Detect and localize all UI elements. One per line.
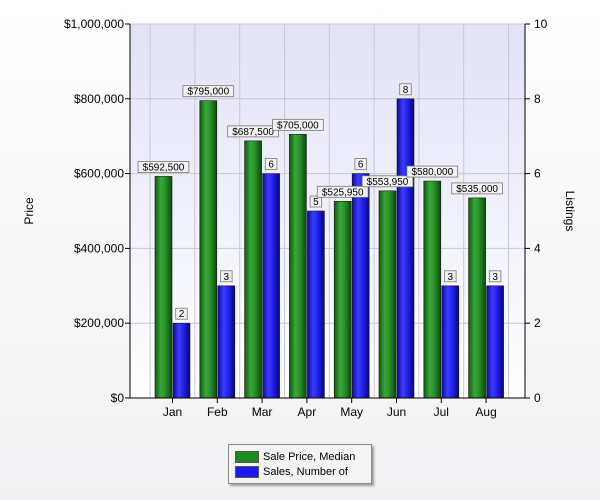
bar-sales [441,285,460,399]
y-tick-label: $800,000 [74,92,124,106]
gridlines [130,23,525,398]
bar-price [289,134,307,399]
data-label-box [406,165,459,178]
data-label-sales: 2 [175,307,188,320]
data-label-price: $592,500 [137,161,190,173]
data-label-sales: 8 [399,83,412,96]
bar-price [423,180,442,399]
y2-tick-label: 8 [534,92,541,106]
legend-label-sales: Sales, Number of [263,465,348,478]
bar-price [378,190,397,399]
data-label-sales: 6 [264,158,278,171]
data-label-box [272,118,324,131]
data-label-price: $687,500 [227,125,279,138]
data-label-sales: 3 [220,270,233,283]
data-label-box [137,161,190,173]
data-label-box [399,83,412,96]
y2-axis-title: Listings [563,191,577,232]
data-label-box [220,270,233,283]
data-label-text: 3 [492,272,498,283]
x-axis-ticks: Jan Feb Mar Apr May Jun Jul Aug [163,398,497,419]
y-tick-label: $1,000,000 [64,17,124,31]
data-label-price: $535,000 [451,182,503,195]
data-label-box [354,158,367,171]
data-label-text: $705,000 [277,120,319,131]
bar-sales [262,173,280,399]
x-tick-label: Jun [387,405,406,419]
bar-price [468,197,486,399]
data-label-sales: 6 [354,158,367,171]
data-label-text: $553,950 [367,177,409,188]
legend-label-price: Sale Price, Median [263,450,356,463]
data-label-text: $795,000 [187,87,229,98]
y-axis-title: Price [22,197,36,225]
y2-tick-label: 4 [534,241,541,255]
data-label-sales: 5 [309,195,323,208]
data-label-price: $580,000 [406,165,459,178]
y-tick-label: $600,000 [74,167,124,181]
data-label-text: 8 [403,85,409,96]
data-label-text: 6 [358,160,364,171]
data-label-box [182,85,235,98]
data-label-price: $553,950 [361,175,414,188]
data-label-price: $795,000 [182,85,235,98]
x-tick-label: Jan [163,405,182,419]
x-tick-label: Feb [207,405,228,419]
data-label-box [309,195,323,208]
data-label-box [175,307,188,320]
x-tick-label: May [340,405,363,419]
legend-swatch-price [235,450,259,463]
data-label-text: $580,000 [411,167,453,178]
data-label-text: 3 [448,272,454,283]
left-axis-ticks: $0 $200,000 $400,000 $600,000 $800,000 $1,000… [64,17,130,405]
data-label-sales: 3 [444,270,457,283]
legend-swatch-sales [235,465,259,478]
y2-tick-label: 2 [534,316,541,330]
x-tick-label: Jul [434,405,449,419]
right-axis-ticks: 0 2 4 6 8 10 [525,17,548,405]
bar-price [199,100,218,399]
data-label-text: $525,950 [322,187,364,198]
data-label-text: 5 [313,197,319,208]
y-tick-label: $0 [111,391,125,405]
legend: Sale Price, Median Sales, Number of [228,444,372,484]
bar-sales [396,98,415,399]
x-tick-label: Aug [475,405,496,419]
bar-price [154,176,173,399]
x-tick-label: Mar [252,405,273,419]
data-label-box [488,270,502,283]
y2-tick-label: 10 [534,17,548,31]
x-tick-label: Apr [298,405,317,419]
bar-price [333,200,352,399]
data-label-sales: 3 [488,270,502,283]
data-label-price: $525,950 [316,185,369,198]
y2-tick-label: 6 [534,167,541,181]
data-label-box [361,175,414,188]
data-label-box [451,182,503,195]
bar-sales [351,173,370,399]
data-label-price: $705,000 [272,118,324,131]
data-label-box [316,185,369,198]
data-label-text: 3 [224,272,230,283]
bar-price [244,140,262,399]
data-label-text: $687,500 [232,127,274,138]
data-labels: $592,500 2 $795,000 3 $687,500 6 $705,000 5$525… [137,83,503,320]
bar-sales [307,210,325,399]
bar-sales [486,285,504,399]
data-label-text: $592,500 [143,162,185,173]
legend-item-price: Sale Price, Median [235,449,365,464]
bar-sales [217,285,236,399]
y2-tick-label: 0 [534,391,541,405]
data-label-text: 6 [268,160,274,171]
data-label-text: 2 [179,309,185,320]
data-label-box [227,125,279,138]
data-label-box [444,270,457,283]
data-label-box [264,158,278,171]
bar-sales [172,322,191,399]
y-tick-label: $200,000 [74,316,124,330]
legend-item-sales: Sales, Number of [235,464,365,479]
data-label-text: $535,000 [456,184,498,195]
y-tick-label: $400,000 [74,241,124,255]
